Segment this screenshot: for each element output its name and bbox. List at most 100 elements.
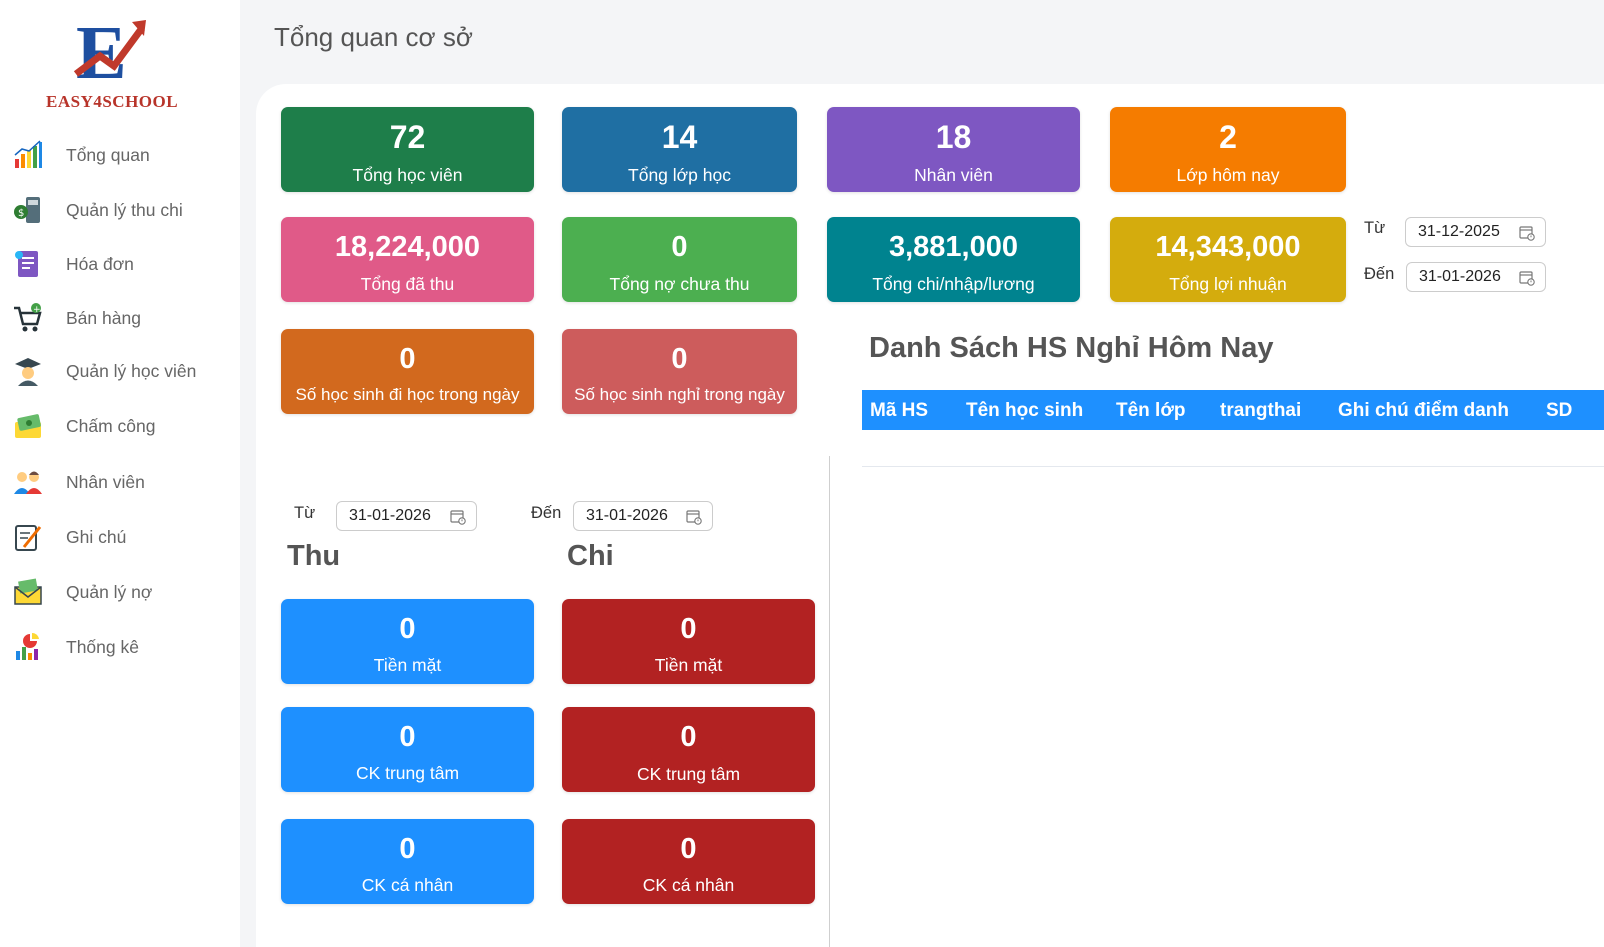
column-header[interactable]: Ghi chú điểm danh <box>1338 400 1510 421</box>
stat-label: CK cá nhân <box>361 875 454 895</box>
divider <box>829 456 830 947</box>
sidebar-item-quan-ly-no[interactable]: Quản lý nợ <box>0 572 240 612</box>
date-value: 31-01-2026 <box>349 507 431 524</box>
stat-label: Tổng đã thu <box>360 274 455 294</box>
sidebar-item-label: Quản lý nợ <box>66 581 153 602</box>
sidebar-item-label: Thống kê <box>66 636 139 657</box>
stat-value: 14,343,000 <box>1155 231 1301 263</box>
stat-label: Số học sinh nghỉ trong ngày <box>574 385 785 404</box>
stat-value: 0 <box>671 343 688 375</box>
calendar-icon[interactable] <box>450 509 466 525</box>
note-icon <box>10 519 46 555</box>
sidebar: E EASY4SCHOOL Tổng quan $ Quản lý thu ch… <box>0 0 240 947</box>
sidebar-item-label: Quản lý học viên <box>66 360 197 381</box>
sidebar-item-quan-ly-thu-chi[interactable]: $ Quản lý thu chi <box>0 190 240 230</box>
absence-list-title: Danh Sách HS Nghỉ Hôm Nay <box>869 332 1274 364</box>
date-value: 31-12-2025 <box>1418 223 1500 240</box>
stat-value: 2 <box>1219 119 1237 155</box>
stat-label: Tiền mặt <box>654 655 723 675</box>
stat-card-total-students[interactable]: 72 Tổng học viên <box>281 107 534 192</box>
stat-label: Tổng nợ chưa thu <box>609 274 750 294</box>
svg-text:$: $ <box>18 208 24 219</box>
stat-value: 0 <box>399 833 416 865</box>
student-icon <box>10 353 46 389</box>
column-header[interactable]: Tên học sinh <box>966 400 1084 421</box>
stat-card-total-expenses[interactable]: 3,881,000 Tổng chi/nhập/lương <box>827 217 1080 302</box>
income-card-center-transfer[interactable]: 0 CK trung tâm <box>281 707 534 792</box>
sidebar-item-hoa-don[interactable]: Hóa đơn <box>0 244 240 284</box>
stat-value: 0 <box>671 231 688 263</box>
sidebar-item-quan-ly-hoc-vien[interactable]: Quản lý học viên <box>0 351 240 391</box>
stat-value: 3,881,000 <box>888 231 1018 263</box>
stat-value: 0 <box>399 721 416 753</box>
stat-card-classes-today[interactable]: 2 Lớp hôm nay <box>1110 107 1346 192</box>
calendar-icon[interactable] <box>1519 270 1535 286</box>
stat-label: Tiền mặt <box>373 655 442 675</box>
svg-text:+: + <box>33 305 41 315</box>
stat-label: Tổng lớp học <box>628 165 731 185</box>
sidebar-item-label: Chấm công <box>66 415 156 436</box>
sidebar-item-nhan-vien[interactable]: Nhân viên <box>0 462 240 502</box>
date-to-input[interactable]: 31-01-2026 <box>573 501 713 531</box>
sidebar-item-label: Bán hàng <box>66 307 141 328</box>
date-to-input[interactable]: 31-01-2026 <box>1406 262 1546 292</box>
stat-card-staff[interactable]: 18 Nhân viên <box>827 107 1080 192</box>
date-to-label: Đến <box>531 504 562 522</box>
stat-value: 0 <box>399 343 416 375</box>
income-card-cash[interactable]: 0 Tiền mặt <box>281 599 534 684</box>
debt-envelope-icon <box>10 574 46 610</box>
sidebar-item-tong-quan[interactable]: Tổng quan <box>0 135 240 175</box>
date-from-label: Từ <box>294 504 316 522</box>
bar-chart-icon <box>10 137 46 173</box>
stat-label: CK cá nhân <box>642 875 735 895</box>
date-to-label: Đến <box>1364 265 1395 283</box>
stat-value: 72 <box>389 119 426 155</box>
sidebar-item-thong-ke[interactable]: Thống kê <box>0 627 240 667</box>
column-header[interactable]: Tên lớp <box>1116 400 1186 421</box>
expense-card-center-transfer[interactable]: 0 CK trung tâm <box>562 707 815 792</box>
column-header[interactable]: Mã HS <box>870 400 929 421</box>
sidebar-item-ban-hang[interactable]: + Bán hàng <box>0 298 240 338</box>
absence-table-header: Mã HS Tên học sinh Tên lớp trangthai Ghi… <box>862 390 1604 430</box>
sidebar-item-label: Ghi chú <box>66 526 127 547</box>
expense-title: Chi <box>567 540 614 572</box>
stat-label: CK trung tâm <box>636 764 741 784</box>
calendar-icon[interactable] <box>1519 225 1535 241</box>
stat-card-outstanding-debt[interactable]: 0 Tổng nợ chưa thu <box>562 217 797 302</box>
stat-card-total-classes[interactable]: 14 Tổng lớp học <box>562 107 797 192</box>
easy4school-logo: E <box>73 11 146 95</box>
sidebar-item-label: Hóa đơn <box>66 253 134 274</box>
expense-card-cash[interactable]: 0 Tiền mặt <box>562 599 815 684</box>
column-header[interactable]: SD <box>1546 400 1573 421</box>
sidebar-item-label: Nhân viên <box>66 471 145 492</box>
stat-label: Số học sinh đi học trong ngày <box>295 385 520 404</box>
stat-value: 0 <box>680 613 697 645</box>
calendar-icon[interactable] <box>686 509 702 525</box>
date-value: 31-01-2026 <box>586 507 668 524</box>
staff-icon <box>10 464 46 500</box>
stat-value: 0 <box>399 613 416 645</box>
statistics-icon <box>10 629 46 665</box>
brand-name: EASY4SCHOOL <box>46 92 179 111</box>
page-title: Tổng quan cơ sở <box>274 22 473 52</box>
expense-card-personal-transfer[interactable]: 0 CK cá nhân <box>562 819 815 904</box>
calculator-icon: $ <box>10 192 46 228</box>
absence-table-body <box>862 466 1604 467</box>
sidebar-item-ghi-chu[interactable]: Ghi chú <box>0 517 240 557</box>
stat-value: 0 <box>680 721 697 753</box>
cart-icon: + <box>10 300 46 336</box>
date-value: 31-01-2026 <box>1419 268 1501 285</box>
date-from-label: Từ <box>1364 219 1386 237</box>
stat-card-students-absent-today[interactable]: 0 Số học sinh nghỉ trong ngày <box>562 329 797 414</box>
stat-label: Tổng học viên <box>352 165 463 185</box>
income-card-personal-transfer[interactable]: 0 CK cá nhân <box>281 819 534 904</box>
stat-value: 18 <box>935 119 972 155</box>
income-title: Thu <box>287 540 341 572</box>
sidebar-item-cham-cong[interactable]: Chấm công <box>0 406 240 446</box>
date-from-input[interactable]: 31-12-2025 <box>1405 217 1546 247</box>
column-header[interactable]: trangthai <box>1220 400 1302 421</box>
stat-card-total-profit[interactable]: 14,343,000 Tổng lợi nhuận <box>1110 217 1346 302</box>
stat-card-students-present-today[interactable]: 0 Số học sinh đi học trong ngày <box>281 329 534 414</box>
date-from-input[interactable]: 31-01-2026 <box>336 501 477 531</box>
stat-card-total-collected[interactable]: 18,224,000 Tổng đã thu <box>281 217 534 302</box>
